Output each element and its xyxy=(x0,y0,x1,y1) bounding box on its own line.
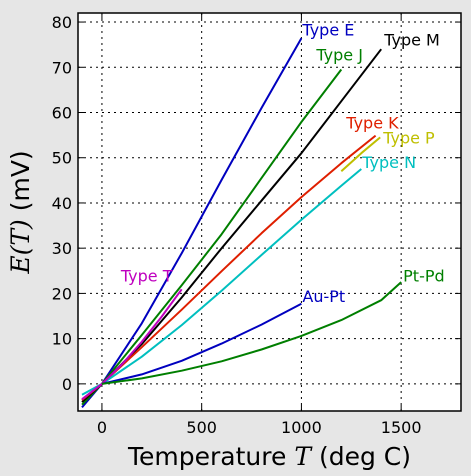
series-label-type-p: Type P xyxy=(382,129,435,148)
series-line-type-p xyxy=(340,136,381,173)
y-tick-label: 70 xyxy=(52,58,72,77)
series-label-type-t: Type T xyxy=(120,267,173,286)
series-label-pt-pd: Pt-Pd xyxy=(403,267,445,286)
x-tick-label: 1500 xyxy=(381,418,422,437)
y-tick-label: 80 xyxy=(52,13,72,32)
series-layer xyxy=(81,37,402,409)
series-label-type-e: Type E xyxy=(301,21,354,40)
x-tick-label: 500 xyxy=(186,418,217,437)
y-tick-label: 50 xyxy=(52,149,72,168)
y-tick-label: 10 xyxy=(52,330,72,349)
y-tick-label: 30 xyxy=(52,239,72,258)
series-line-type-n xyxy=(81,168,362,396)
tick-layer: 0 500 1000 1500 0 10 20 30 40 50 60 70 80 xyxy=(52,13,461,437)
y-tick-label: 60 xyxy=(52,104,72,123)
y-tick-label: 0 xyxy=(62,375,72,394)
plot-frame xyxy=(77,12,462,412)
series-line-type-t xyxy=(81,288,183,400)
x-axis-title: Temperature T (deg C) xyxy=(127,442,411,471)
y-axis-title: E(T) (mV) xyxy=(6,150,35,274)
x-tick-label: 0 xyxy=(97,418,107,437)
series-line-au-pt xyxy=(101,302,302,385)
series-label-type-k: Type K xyxy=(345,113,399,132)
series-label-au-pt: Au-Pt xyxy=(302,287,345,306)
x-tick-label: 1000 xyxy=(281,418,322,437)
series-label-type-n: Type N xyxy=(361,153,416,172)
series-label-type-j: Type J xyxy=(315,45,363,64)
grid xyxy=(78,13,461,411)
y-tick-label: 40 xyxy=(52,194,72,213)
y-tick-label: 20 xyxy=(52,284,72,303)
series-line-type-j xyxy=(81,68,343,406)
series-line-pt-pd xyxy=(101,281,402,385)
series-label-type-m: Type M xyxy=(383,31,440,50)
